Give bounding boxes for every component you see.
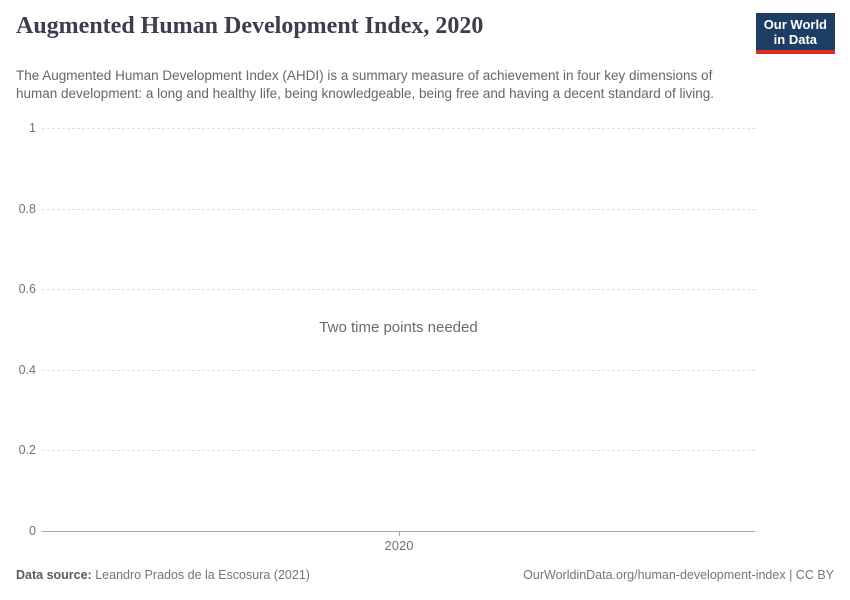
x-axis-line xyxy=(42,531,755,532)
chart-title: Augmented Human Development Index, 2020 xyxy=(16,13,484,39)
x-axis-tick xyxy=(399,531,400,536)
x-axis-tick-label: 2020 xyxy=(384,538,414,553)
y-axis-labels: 0 0.2 0.4 0.6 0.8 1 xyxy=(0,121,36,538)
license-label: CC BY xyxy=(795,568,834,582)
owid-logo-line2: in Data xyxy=(773,32,818,47)
citation-note: OurWorldinData.org/human-development-ind… xyxy=(523,568,834,582)
y-axis-tick-label: 1 xyxy=(29,121,36,135)
citation-separator: | xyxy=(789,568,793,582)
gridline xyxy=(42,209,755,210)
y-axis-tick-label: 0 xyxy=(29,524,36,538)
y-axis-tick-label: 0.6 xyxy=(18,282,36,296)
plot-area: Two time points needed 2020 xyxy=(42,128,755,553)
data-source-label: Data source: xyxy=(16,568,92,582)
chart-footer: Data source: Leandro Prados de la Escosu… xyxy=(16,568,834,582)
chart-subtitle: The Augmented Human Development Index (A… xyxy=(16,67,714,101)
gridline xyxy=(42,128,755,129)
y-axis-tick-label: 0.4 xyxy=(18,363,36,377)
owid-logo-line1: Our World xyxy=(763,17,827,32)
gridline xyxy=(42,289,755,290)
data-source-note: Data source: Leandro Prados de la Escosu… xyxy=(16,568,310,582)
gridline xyxy=(42,370,755,371)
data-source-value: Leandro Prados de la Escosura (2021) xyxy=(95,568,310,582)
gridline xyxy=(42,450,755,451)
y-axis-tick-label: 0.2 xyxy=(18,443,36,457)
y-axis-tick-label: 0.8 xyxy=(18,202,36,216)
citation-link[interactable]: OurWorldinData.org/human-development-ind… xyxy=(523,568,786,582)
empty-chart-message: Two time points needed xyxy=(319,319,478,336)
owid-logo[interactable]: Our World in Data xyxy=(755,13,835,54)
